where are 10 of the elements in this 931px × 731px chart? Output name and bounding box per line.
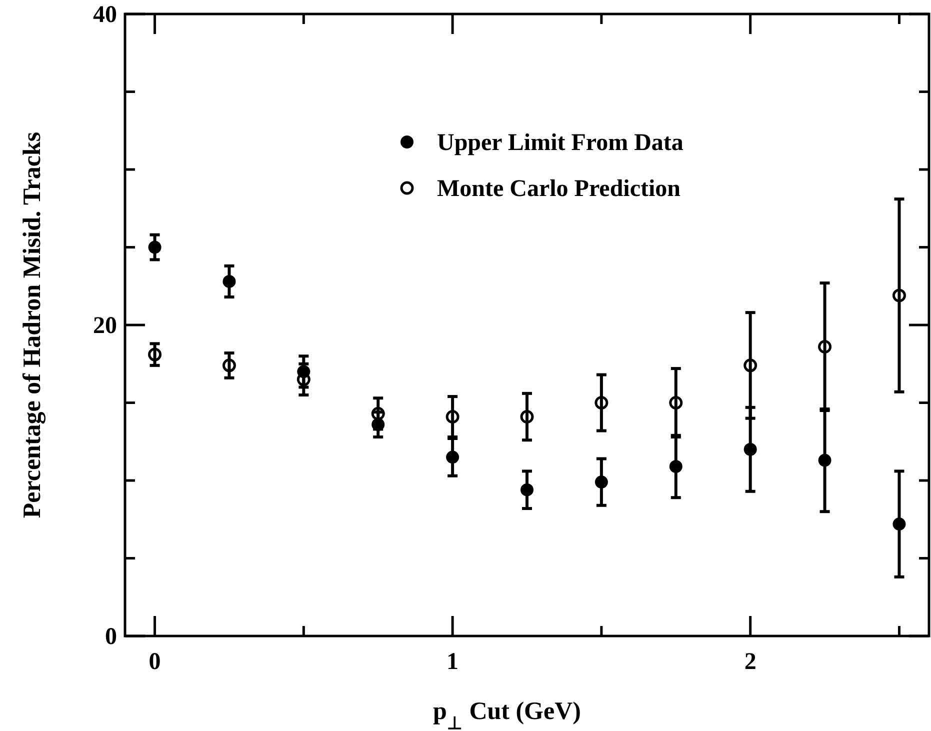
y-tick-label: 20 — [93, 313, 117, 339]
x-tick-label: 1 — [446, 649, 459, 675]
legend-label: Monte Carlo Prediction — [437, 176, 681, 202]
y-tick-label: 40 — [93, 2, 117, 28]
y-tick-label: 0 — [105, 624, 117, 650]
y-axis-title: Percentage of Hadron Misid. Tracks — [19, 132, 46, 518]
x-axis-title: p$_{⊥}$ Cut (GeV) — [433, 698, 581, 731]
x-tick-label: 0 — [148, 649, 161, 675]
legend-label: Upper Limit From Data — [437, 130, 684, 156]
x-tick-label: 2 — [744, 649, 756, 675]
